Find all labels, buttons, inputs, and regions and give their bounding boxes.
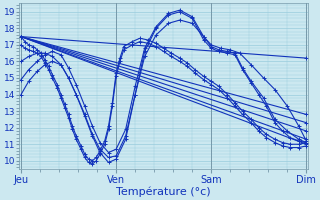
X-axis label: Température (°c): Température (°c) — [116, 186, 211, 197]
